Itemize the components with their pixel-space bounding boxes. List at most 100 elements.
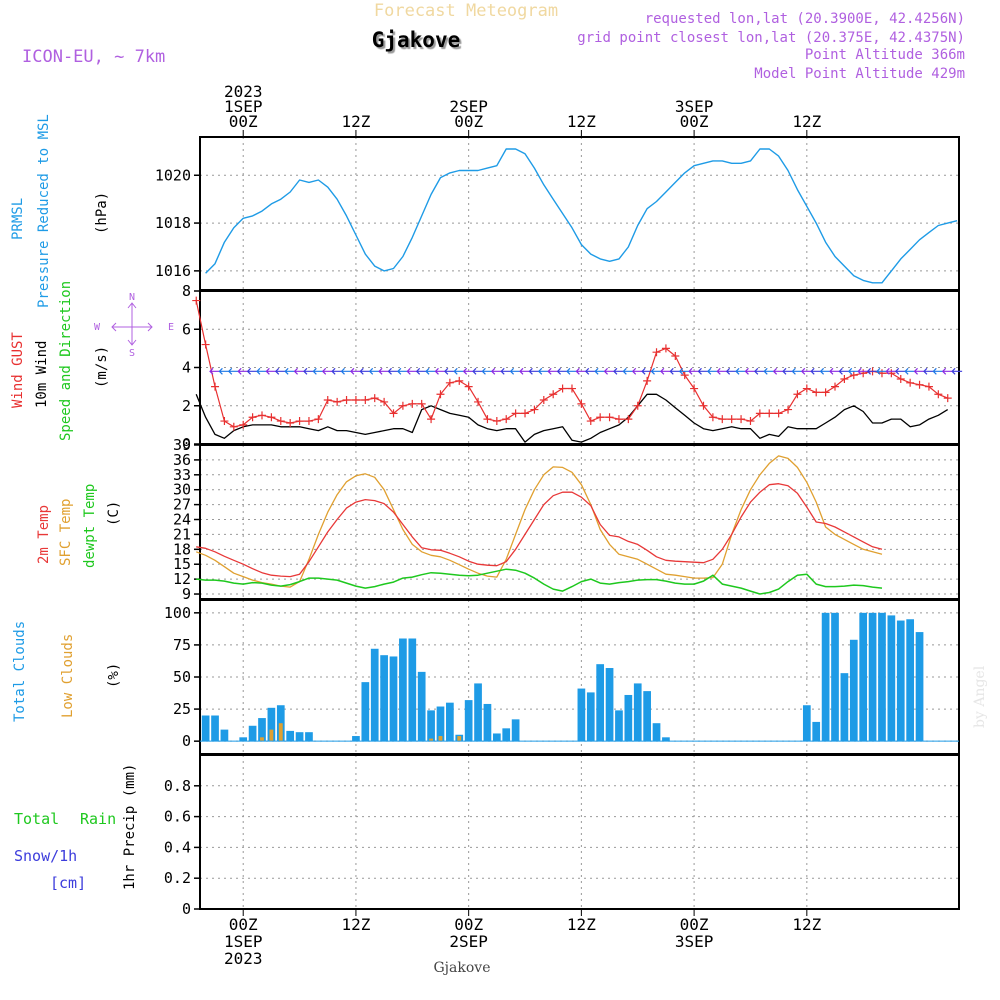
wind-direction-arrow-icon: [397, 367, 408, 375]
total-cloud-bar: [201, 715, 210, 742]
top-time-label: 3SEP: [675, 97, 714, 116]
bottom-time-label: 00Z: [680, 915, 709, 934]
precip-ytick-label: 0.6: [164, 808, 191, 826]
top-time-label: 12Z: [567, 112, 596, 131]
clouds-ytick-label: 0: [182, 732, 191, 750]
wind-ytick-label: 6: [182, 320, 191, 338]
gust-marker: [192, 296, 201, 305]
wind-direction-arrow-icon: [246, 367, 258, 375]
gust-marker: [427, 415, 436, 424]
wind-direction-arrow-icon: [697, 367, 709, 375]
gust-marker: [896, 374, 905, 383]
wind-direction-arrow-icon: [876, 367, 887, 375]
total-cloud-bar: [389, 656, 398, 742]
gust-marker: [774, 409, 783, 418]
temp-ytick-label: 24: [173, 511, 191, 529]
wind-direction-arrow-icon: [293, 367, 305, 375]
temp-2m-line: [196, 483, 883, 578]
gust-marker: [567, 384, 576, 393]
temp-ytick-label: 18: [173, 540, 191, 558]
footer-station: Gjakove: [434, 960, 491, 976]
gust-marker: [765, 409, 774, 418]
gust-marker: [436, 390, 445, 399]
total-cloud-bar: [652, 723, 661, 742]
gust-marker: [342, 396, 351, 405]
gust-marker: [483, 415, 492, 424]
temp-label-2m: 2m Temp: [36, 505, 52, 564]
gust-marker: [286, 418, 295, 427]
wind-direction-arrow-icon: [321, 367, 333, 375]
wind-direction-arrow-icon: [819, 367, 831, 375]
gust-marker: [267, 413, 276, 422]
clouds-ytick-label: 50: [173, 668, 191, 686]
gust-marker: [474, 397, 483, 406]
compass-w: W: [94, 322, 101, 333]
wind-direction-arrow-icon: [725, 367, 737, 375]
top-time-label: 12Z: [341, 112, 370, 131]
wind-direction-arrow-icon: [650, 367, 662, 375]
wind-direction-arrow-icon: [303, 367, 314, 375]
temp-frame: [199, 444, 960, 600]
total-cloud-bar: [906, 619, 915, 742]
gust-marker: [408, 399, 417, 408]
gust-marker: [539, 396, 548, 405]
gust-marker: [708, 413, 717, 422]
gust-marker: [530, 405, 539, 414]
dewpt-line: [196, 568, 883, 595]
total-cloud-bar: [492, 733, 501, 742]
gust-marker: [680, 371, 689, 380]
gust-marker: [812, 388, 821, 397]
precip-panel: 0 0.2 0.4 0.6 0.8: [164, 754, 960, 918]
gust-marker: [201, 340, 210, 349]
gust-marker: [511, 409, 520, 418]
wind-direction-arrow-icon: [556, 367, 568, 375]
temp-ytick-label: 33: [173, 466, 191, 484]
total-cloud-bar: [662, 737, 670, 742]
gust-marker: [417, 399, 426, 408]
wind-direction-arrow-icon: [415, 367, 427, 375]
bottom-time-label: 12Z: [341, 915, 370, 934]
gust-marker: [784, 405, 793, 414]
total-cloud-bar: [849, 639, 858, 742]
total-cloud-bar: [840, 673, 849, 742]
wind-direction-arrow-icon: [265, 367, 277, 375]
gust-marker: [924, 382, 933, 391]
total-cloud-bar: [624, 694, 633, 742]
wind-direction-arrow-icon: [622, 367, 634, 375]
pressure-labels: PRMSL Pressure Reduced to MSL (hPa): [10, 114, 110, 308]
wind-direction-arrow-icon: [378, 367, 390, 375]
wind-direction-arrow-icon: [810, 367, 822, 375]
wind-direction-arrow-icon: [218, 367, 230, 375]
total-cloud-bar: [605, 668, 614, 742]
wind-direction-arrow-icon: [735, 367, 747, 375]
gust-marker: [596, 413, 605, 422]
low-cloud-bar: [457, 736, 462, 742]
wind-direction-arrow-icon: [941, 367, 953, 375]
wind-ytick-label: 0: [182, 435, 191, 453]
wind-direction-arrow-icon: [829, 367, 841, 375]
pressure-ytick-label: 1018: [155, 214, 191, 232]
wind-direction-arrow-icon: [857, 367, 869, 375]
gust-marker: [502, 415, 511, 424]
cloud-labels: Total Clouds Low Clouds (%): [12, 621, 122, 722]
wind-direction-arrow-icon: [763, 367, 775, 375]
gust-marker: [737, 415, 746, 424]
gust-marker: [943, 394, 952, 403]
gust-marker: [323, 396, 332, 405]
wind-direction-arrow-icon: [284, 367, 296, 375]
wind-ytick-label: 4: [182, 359, 191, 377]
gust-marker: [906, 378, 915, 387]
gust-marker: [690, 384, 699, 393]
gust-marker: [398, 401, 407, 410]
bottom-time-label: 2023: [224, 949, 263, 968]
top-time-label: 1SEP: [224, 97, 263, 116]
total-cloud-bar: [446, 702, 454, 742]
gust-marker: [314, 415, 323, 424]
product-title: Forecast Meteogram: [374, 1, 558, 21]
total-cloud-bar: [239, 737, 248, 742]
wind-label-gust: Wind GUST: [10, 332, 26, 408]
total-cloud-bar: [821, 612, 830, 742]
clouds-ytick-label: 75: [173, 636, 191, 654]
total-cloud-bar: [859, 612, 868, 742]
